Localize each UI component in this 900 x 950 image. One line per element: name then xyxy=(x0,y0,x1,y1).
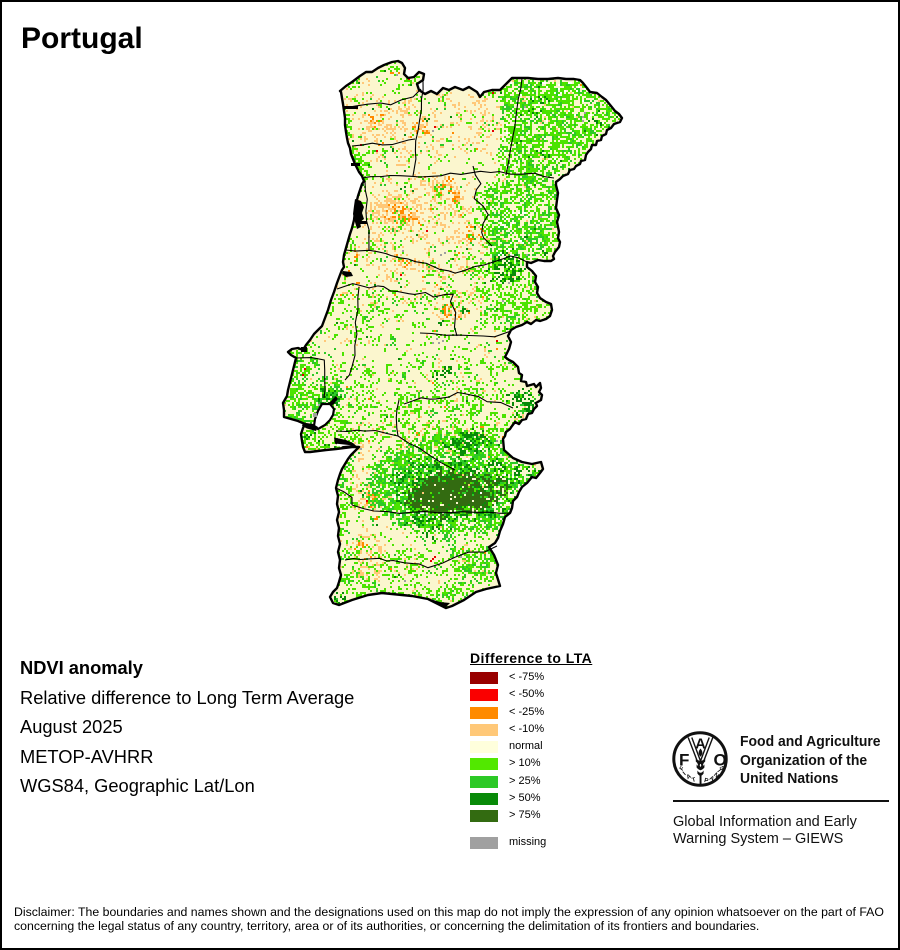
svg-text:F: F xyxy=(678,765,686,772)
svg-text:S: S xyxy=(717,765,725,772)
svg-text:I: I xyxy=(715,768,722,774)
svg-text:N: N xyxy=(712,771,720,780)
svg-text:I: I xyxy=(682,770,688,777)
svg-text:A: A xyxy=(695,737,706,753)
svg-text:A: A xyxy=(708,775,716,784)
svg-text:O: O xyxy=(714,751,727,770)
svg-text:F: F xyxy=(679,751,689,770)
svg-text:A: A xyxy=(685,773,693,782)
svg-text:T: T xyxy=(691,776,697,784)
svg-text:P: P xyxy=(703,777,709,785)
